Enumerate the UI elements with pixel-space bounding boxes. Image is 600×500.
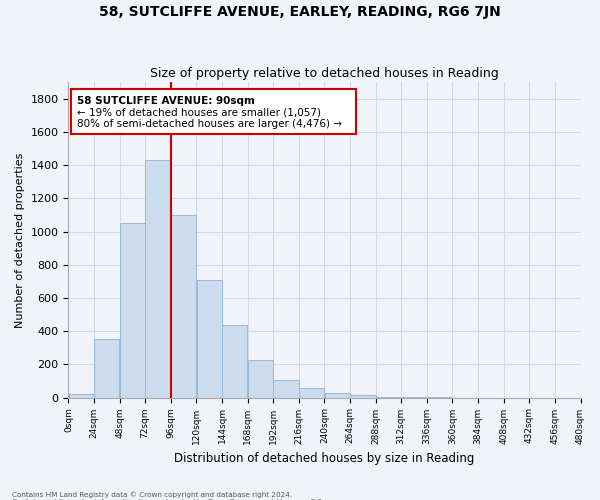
Bar: [171, 215, 196, 398]
Bar: [197, 280, 222, 398]
Bar: [68, 394, 94, 398]
Bar: [325, 394, 350, 398]
X-axis label: Distribution of detached houses by size in Reading: Distribution of detached houses by size …: [174, 452, 475, 465]
Text: Contains HM Land Registry data © Crown copyright and database right 2024.: Contains HM Land Registry data © Crown c…: [12, 491, 292, 498]
Y-axis label: Number of detached properties: Number of detached properties: [15, 152, 25, 328]
Title: Size of property relative to detached houses in Reading: Size of property relative to detached ho…: [150, 66, 499, 80]
Text: Contains public sector information licensed under the Open Government Licence v3: Contains public sector information licen…: [12, 499, 325, 500]
Bar: [145, 160, 170, 398]
Bar: [274, 380, 299, 398]
Bar: [376, 396, 401, 398]
Bar: [222, 326, 247, 398]
FancyBboxPatch shape: [71, 88, 356, 134]
Text: 58, SUTCLIFFE AVENUE, EARLEY, READING, RG6 7JN: 58, SUTCLIFFE AVENUE, EARLEY, READING, R…: [99, 5, 501, 19]
Text: 58 SUTCLIFFE AVENUE: 90sqm: 58 SUTCLIFFE AVENUE: 90sqm: [77, 96, 255, 106]
Bar: [120, 223, 145, 398]
Text: 80% of semi-detached houses are larger (4,476) →: 80% of semi-detached houses are larger (…: [77, 120, 342, 130]
Bar: [299, 388, 324, 398]
Bar: [94, 340, 119, 398]
Bar: [350, 395, 376, 398]
Text: ← 19% of detached houses are smaller (1,057): ← 19% of detached houses are smaller (1,…: [77, 108, 321, 118]
Bar: [248, 360, 273, 398]
